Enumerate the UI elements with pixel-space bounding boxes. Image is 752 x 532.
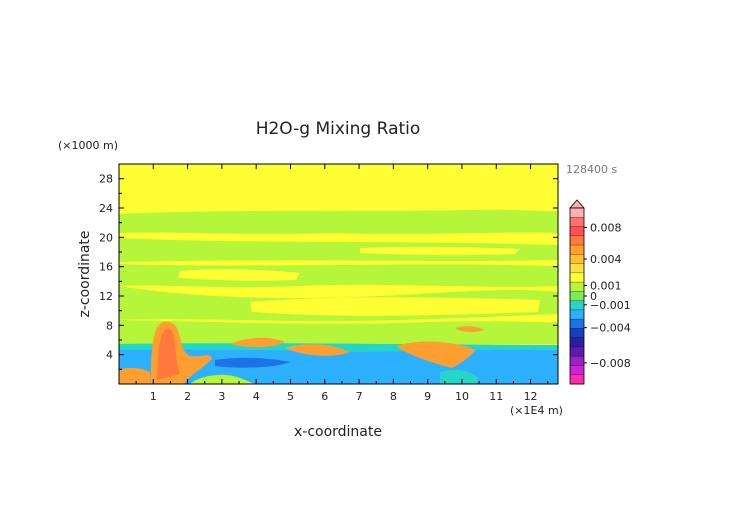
field-surface-lobe — [119, 367, 150, 384]
x-tick-label: 8 — [390, 390, 397, 403]
field-orange-lens-3 — [396, 341, 476, 368]
colorbar-swatch — [570, 263, 584, 274]
colorbar-swatch — [570, 208, 584, 218]
x-tick-label: 3 — [218, 390, 225, 403]
x-tick-label: 12 — [524, 390, 538, 403]
field-orange-lens-1 — [230, 337, 285, 348]
x-tick-label: 2 — [184, 390, 191, 403]
colorbar-swatch — [570, 254, 584, 265]
colorbar-swatch — [570, 291, 584, 302]
y-tick-label: 16 — [99, 261, 113, 274]
colorbar-swatch — [570, 365, 584, 376]
x-axis-label: x-coordinate — [294, 424, 382, 440]
field-plume-core — [157, 328, 180, 380]
colorbar-label: −0.001 — [590, 299, 631, 312]
colorbar-label: 0 — [590, 290, 597, 303]
colorbar-swatch — [570, 309, 584, 320]
colorbar-swatch — [570, 235, 584, 246]
field-yellow-island-1 — [178, 269, 300, 281]
field-surface-green — [190, 374, 258, 384]
y-unit-label: (×1000 m) — [58, 139, 118, 152]
time-label: 128400 s — [566, 163, 617, 176]
field-band-20km — [119, 238, 558, 262]
y-tick-label: 24 — [99, 202, 113, 215]
colorbar-swatch — [570, 272, 584, 283]
colorbar-swatch — [570, 282, 584, 292]
x-tick-label: 7 — [356, 390, 363, 403]
x-tick-label: 10 — [455, 390, 469, 403]
y-axis-label: z-coordinate — [77, 230, 93, 317]
colorbar-swatch — [570, 328, 584, 339]
x-axis: 1 2 3 4 5 6 7 8 9 10 11 12 — [135, 164, 549, 403]
colorbar-swatch — [570, 337, 584, 348]
y-tick-label: 28 — [99, 173, 113, 186]
colorbar-label: −0.008 — [590, 357, 631, 370]
colorbar-swatch — [570, 226, 584, 237]
y-tick-label: 12 — [99, 290, 113, 303]
x-unit-label: (×1E4 m) — [510, 404, 563, 417]
colorbar-label: 0.004 — [590, 253, 622, 266]
colorbar-extend-arrow — [569, 199, 585, 209]
heatmap-field — [119, 164, 558, 384]
x-tick-label: 5 — [287, 390, 294, 403]
y-tick-label: 8 — [106, 319, 113, 332]
x-tick-label: 1 — [150, 390, 157, 403]
colorbar-swatch — [570, 319, 584, 329]
colorbar-swatch — [570, 356, 584, 366]
field-surface-cyan — [440, 370, 478, 384]
field-dry-core — [215, 357, 290, 368]
colorbar-swatch — [570, 346, 584, 357]
x-tick-label: 4 — [253, 390, 260, 403]
colorbar-label: 0.001 — [590, 279, 622, 292]
field-band-top — [119, 209, 558, 234]
y-tick-label: 20 — [99, 231, 113, 244]
chart-title: H2O-g Mixing Ratio — [256, 119, 421, 139]
field-orange-lens-2 — [285, 344, 350, 356]
plot-frame — [118, 163, 559, 385]
colorbar-swatch — [570, 300, 584, 311]
y-tick-label: 4 — [106, 349, 113, 362]
field-band-low — [119, 320, 558, 344]
field-yellow-island-2 — [360, 246, 520, 256]
colorbar-swatch — [570, 245, 584, 255]
colorbar-swatch — [570, 374, 584, 385]
x-tick-label: 6 — [321, 390, 328, 403]
x-tick-label: 9 — [424, 390, 431, 403]
x-tick-label: 11 — [489, 390, 503, 403]
field-yellow-island-3 — [250, 297, 540, 316]
colorbar-swatch — [570, 217, 584, 228]
colorbar-label: −0.004 — [590, 322, 631, 335]
colorbar-label: 0.008 — [590, 221, 622, 234]
field-orange-dot — [455, 326, 484, 333]
y-axis: 4 8 12 16 20 24 28 — [99, 173, 558, 370]
